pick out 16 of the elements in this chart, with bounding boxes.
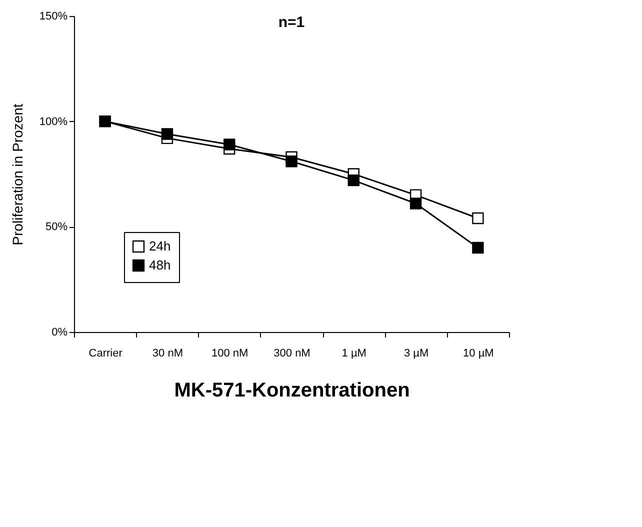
chart-title: n=1 [278, 14, 305, 31]
y-tick-label: 150% [39, 10, 68, 22]
x-tick-label: 300 nM [274, 348, 310, 360]
x-axis-title: MK-571-Konzentrationen [174, 380, 410, 402]
x-tick-label: 3 µM [404, 348, 429, 360]
x-tick-label: 100 nM [212, 348, 248, 360]
y-axis-title: Proliferation in Prozent [9, 104, 26, 246]
y-tick-label: 50% [45, 221, 68, 234]
y-tick-label: 100% [39, 116, 68, 128]
y-tick-label: 0% [52, 326, 68, 338]
x-tick-label: 1 µM [342, 348, 366, 360]
legend-label: 24h [149, 238, 171, 254]
x-tick-label: 30 nM [152, 348, 184, 360]
legend-label: 48h [149, 258, 171, 272]
x-tick-label: 10 µM [463, 348, 494, 360]
x-tick-label: Carrier [88, 348, 123, 360]
